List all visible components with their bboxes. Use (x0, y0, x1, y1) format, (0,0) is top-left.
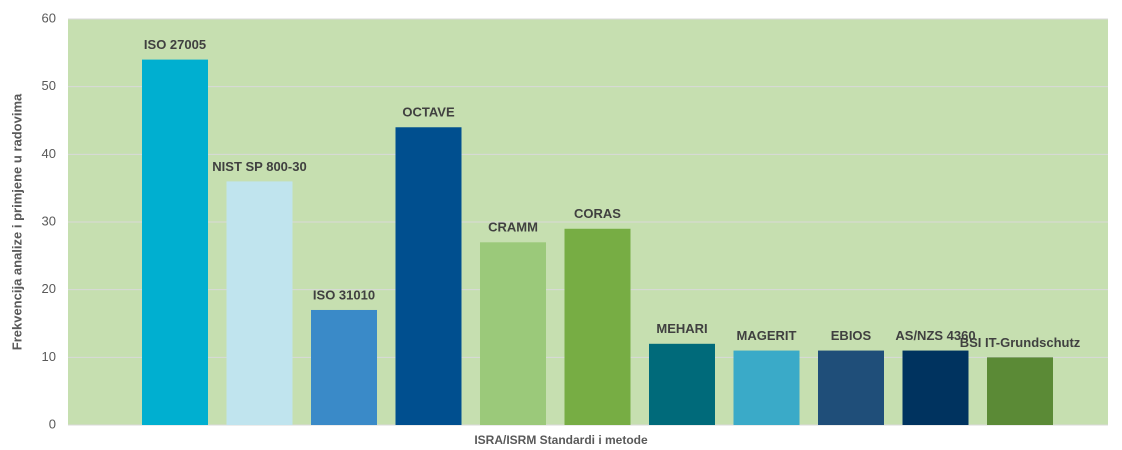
bar (818, 350, 884, 425)
bar (395, 127, 462, 426)
bar (733, 350, 800, 425)
bar (480, 242, 546, 425)
bar (987, 357, 1053, 425)
bar-label: EBIOS (831, 328, 872, 343)
y-tick-label: 40 (42, 146, 56, 161)
bar-label: OCTAVE (402, 105, 455, 120)
bar-label: ISO 27005 (144, 37, 206, 52)
y-tick-label: 50 (42, 78, 56, 93)
bar-label: NIST SP 800-30 (212, 159, 306, 174)
y-tick-label: 30 (42, 213, 56, 228)
y-tick-label: 10 (42, 349, 56, 364)
bar-label: ISO 31010 (313, 287, 375, 302)
bar-label: MAGERIT (737, 328, 797, 343)
bar (226, 181, 293, 425)
bar (902, 350, 969, 425)
bar (649, 343, 715, 425)
bar-label: MEHARI (656, 321, 707, 336)
bar-label: BSI IT-Grundschutz (960, 335, 1081, 350)
bar-label: AS/NZS 4360 (895, 328, 975, 343)
y-tick-label: 60 (42, 10, 56, 25)
bar (564, 228, 631, 425)
bar-label: CRAMM (488, 220, 538, 235)
bar (311, 309, 377, 425)
y-tick-label: 20 (42, 281, 56, 296)
y-axis-title: Frekvencija analize i primjene u radovim… (9, 93, 24, 350)
x-axis-title: ISRA/ISRM Standardi i metode (474, 433, 648, 447)
bar-label: CORAS (574, 206, 621, 221)
y-tick-label: 0 (49, 416, 56, 431)
bar (142, 59, 208, 425)
